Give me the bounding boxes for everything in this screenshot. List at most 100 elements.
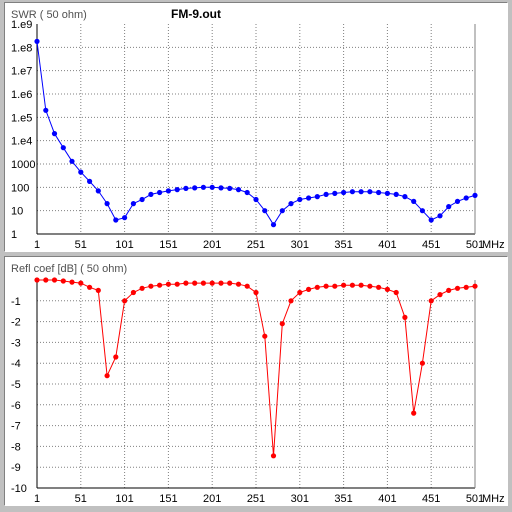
refl-data-point xyxy=(358,282,364,288)
swr-xtick-label: 201 xyxy=(203,239,221,251)
refl-data-point xyxy=(113,354,119,360)
swr-data-point xyxy=(270,222,277,228)
swr-data-point xyxy=(174,187,180,193)
swr-xtick-label: 151 xyxy=(159,239,177,251)
refl-data-point xyxy=(306,286,312,292)
refl-data-point xyxy=(227,280,233,286)
refl-data-point xyxy=(384,286,390,292)
swr-ytick-label: 1 xyxy=(11,229,17,241)
refl-data-point xyxy=(349,282,355,288)
swr-data-point xyxy=(411,198,417,204)
refl-data-point xyxy=(393,289,399,296)
refl-xtick-label: 201 xyxy=(203,493,221,505)
refl-data-point xyxy=(270,453,277,459)
refl-data-point xyxy=(454,285,461,291)
swr-ytick-label: 100 xyxy=(11,182,29,194)
refl-xtick-label: 51 xyxy=(75,493,87,505)
refl-data-point xyxy=(472,283,478,289)
swr-data-point xyxy=(95,188,101,194)
refl-data-point xyxy=(104,373,110,379)
swr-data-point xyxy=(165,188,171,194)
swr-data-point xyxy=(437,213,443,219)
refl-data-point xyxy=(95,287,101,293)
refl-data-point xyxy=(200,280,206,286)
swr-data-point xyxy=(253,196,259,203)
refl-chart-panel: 1 51 101 151 201 251 301 351 401 451 501 -1 -2 -3 -4 -5… xyxy=(4,256,508,506)
refl-ytick-label: -7 xyxy=(11,421,21,433)
refl-data-point xyxy=(130,289,136,296)
swr-grid xyxy=(37,24,475,234)
refl-data-point xyxy=(428,298,434,304)
swr-xtick-label: 301 xyxy=(291,239,309,251)
refl-data-point xyxy=(51,277,58,283)
refl-data-point xyxy=(262,333,268,339)
refl-data-point xyxy=(69,279,75,285)
swr-xtick-label: 51 xyxy=(75,239,87,251)
swr-xtick-label: 1 xyxy=(34,239,40,251)
refl-ytick-label: -8 xyxy=(11,441,21,453)
swr-data-point xyxy=(393,191,399,197)
swr-data-point xyxy=(279,208,285,214)
swr-data-point xyxy=(51,131,58,137)
refl-data-point xyxy=(288,298,294,304)
refl-data-point xyxy=(402,314,408,320)
refl-data-point xyxy=(60,278,66,284)
refl-chart: 1 51 101 151 201 251 301 351 401 451 501-1-2-3-4-5… xyxy=(11,263,505,505)
swr-data-point xyxy=(446,204,452,210)
swr-data-point xyxy=(419,208,425,214)
swr-ytick-label: 1.e8 xyxy=(11,42,32,54)
swr-chart: 1 51 101 151 201 251 301 351 401 451 5011101001000… xyxy=(11,7,505,251)
refl-data-point xyxy=(376,284,382,290)
refl-axes xyxy=(36,280,476,489)
swr-ylabel: SWR ( 50 ohm) xyxy=(11,9,87,21)
refl-data-point xyxy=(43,277,49,283)
swr-data-point xyxy=(209,184,215,190)
refl-ytick-label: -3 xyxy=(11,337,21,349)
swr-xtick-label: 451 xyxy=(422,239,440,251)
refl-data-point xyxy=(174,281,180,287)
swr-data-point xyxy=(200,184,206,190)
swr-data-point xyxy=(341,189,347,196)
refl-xtick-label: 251 xyxy=(247,493,265,505)
refl-data-point xyxy=(192,280,198,286)
refl-data-point xyxy=(332,283,338,289)
swr-data-point xyxy=(235,187,242,193)
swr-data-point xyxy=(402,194,408,200)
refl-data-point xyxy=(218,280,224,286)
swr-ytick-label: 10 xyxy=(11,206,23,218)
swr-data-point xyxy=(244,189,250,196)
refl-xtick-label: 301 xyxy=(291,493,309,505)
swr-data-point xyxy=(227,185,233,191)
swr-data-point xyxy=(454,198,461,204)
swr-data-point xyxy=(463,195,469,201)
swr-data-point xyxy=(306,195,312,201)
swr-data-point xyxy=(367,189,373,195)
swr-data-point xyxy=(358,189,364,195)
refl-data-point xyxy=(157,282,163,288)
swr-ytick-label: 1.e6 xyxy=(11,89,32,101)
swr-tick-labels: 1 51 101 151 201 251 301 351 401 451 5011101001000… xyxy=(11,19,484,251)
refl-data-point xyxy=(122,298,128,304)
refl-ytick-label: -10 xyxy=(11,483,27,495)
refl-ytick-label: -2 xyxy=(11,317,21,329)
swr-xtick-label: 101 xyxy=(115,239,133,251)
swr-data-point xyxy=(314,194,320,200)
refl-data-point xyxy=(341,282,347,288)
swr-data-point xyxy=(78,169,84,175)
refl-ytick-label: -5 xyxy=(11,379,21,391)
refl-data-point xyxy=(78,280,84,286)
refl-data-point xyxy=(209,280,215,286)
refl-ytick-label: -9 xyxy=(11,462,21,474)
refl-data-point xyxy=(297,289,303,296)
refl-xtick-label: 1 xyxy=(34,493,40,505)
refl-data-point xyxy=(446,287,452,293)
swr-data-point xyxy=(104,201,110,207)
swr-data-point xyxy=(428,217,434,223)
swr-ytick-label: 1.e7 xyxy=(11,66,32,78)
swr-data-point xyxy=(323,191,329,197)
swr-series xyxy=(34,38,478,228)
refl-data-point xyxy=(411,410,417,416)
swr-data-point xyxy=(192,185,198,191)
refl-data-point xyxy=(437,292,443,298)
